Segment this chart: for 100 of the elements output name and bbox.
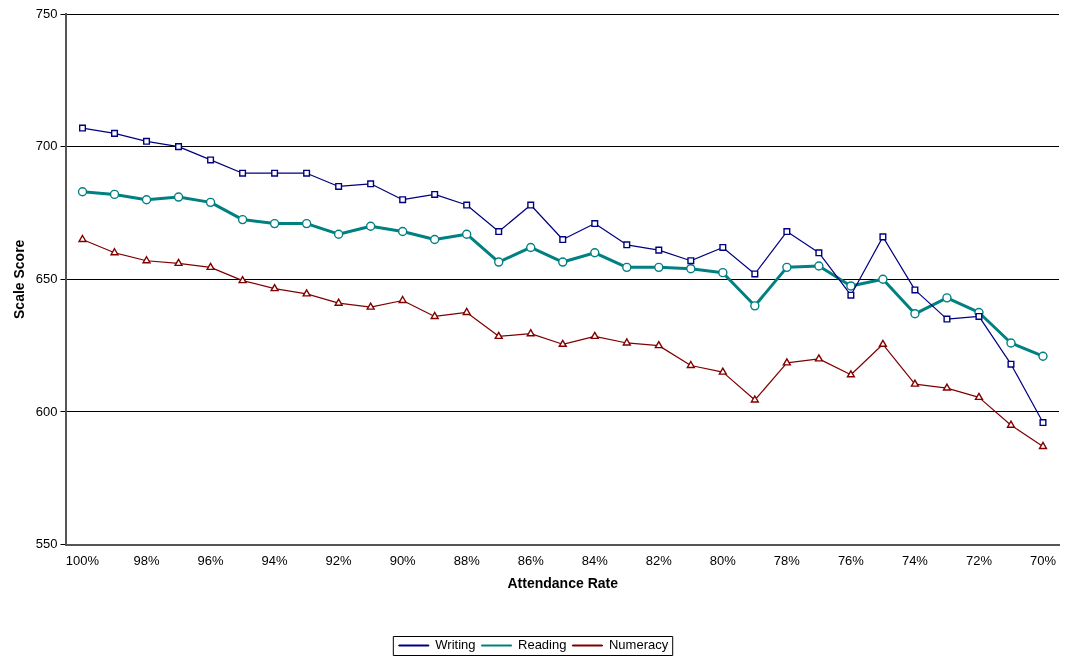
x-tick-label: 76% [837, 552, 865, 568]
point [878, 274, 888, 284]
point [237, 214, 248, 225]
point [654, 340, 663, 349]
point [367, 180, 375, 188]
x-axis-title: Attendance Rate [507, 575, 619, 592]
point [397, 226, 408, 237]
point [879, 233, 887, 241]
x-tick-label: 90% [389, 552, 417, 568]
point [910, 309, 920, 319]
x-tick-label: 78% [773, 552, 801, 568]
x-tick-label: 96% [197, 552, 225, 568]
point [974, 392, 984, 401]
point [398, 295, 407, 304]
point [750, 395, 760, 403]
point [366, 302, 375, 310]
point [815, 249, 823, 257]
x-tick-label: 88% [453, 552, 481, 568]
x-tick-label: 84% [581, 552, 609, 568]
legend-label: Numeracy [608, 637, 669, 653]
point [622, 338, 631, 346]
point [526, 328, 535, 337]
point [462, 307, 471, 316]
x-tick-label: 74% [901, 552, 929, 568]
point [942, 293, 952, 303]
point [751, 270, 759, 278]
point [143, 137, 151, 145]
point [559, 235, 567, 244]
point [175, 143, 183, 151]
legend-label: Writing [435, 637, 476, 653]
point [429, 234, 440, 245]
point [622, 262, 632, 273]
y-tick-label: 750 [35, 5, 58, 21]
point [269, 218, 280, 229]
point [207, 156, 215, 164]
point [686, 263, 696, 274]
point [431, 190, 439, 198]
point [141, 195, 152, 205]
point [558, 257, 568, 267]
point [302, 289, 311, 297]
point [591, 220, 599, 228]
point [783, 228, 791, 236]
point [911, 286, 919, 294]
point [718, 367, 727, 375]
point [654, 262, 664, 273]
point [334, 298, 343, 306]
point [430, 311, 439, 320]
x-tick-label: 70% [1029, 552, 1057, 568]
point [526, 242, 536, 253]
point [78, 234, 87, 243]
point [462, 229, 472, 239]
point [846, 281, 856, 291]
point [527, 201, 535, 209]
point [110, 248, 119, 256]
x-tick-label: 86% [517, 552, 545, 568]
point [782, 358, 792, 366]
point [205, 197, 216, 208]
point [590, 331, 599, 340]
point [77, 187, 88, 197]
point [335, 182, 343, 190]
x-tick-label: 80% [709, 552, 737, 568]
y-axis-title: Scale Score [11, 239, 28, 319]
point [814, 261, 824, 271]
x-tick-label: 72% [965, 552, 993, 568]
point [655, 246, 663, 254]
point [463, 201, 471, 209]
point [494, 257, 504, 267]
point [239, 169, 247, 177]
point [590, 248, 600, 258]
point [142, 256, 151, 264]
point [1006, 420, 1016, 428]
point [750, 301, 760, 311]
point [686, 360, 695, 369]
legend-label: Reading [518, 637, 567, 653]
x-tick-label: 92% [325, 552, 353, 568]
x-tick-label: 94% [261, 552, 289, 568]
y-tick-label: 550 [35, 536, 58, 552]
point [943, 315, 951, 323]
x-tick-label: 100% [65, 552, 100, 568]
point [718, 267, 728, 278]
y-tick-label: 650 [35, 270, 58, 286]
y-tick-label: 600 [35, 403, 58, 419]
point [399, 196, 407, 204]
point [365, 221, 376, 231]
x-tick-label: 82% [645, 552, 673, 568]
point [975, 312, 983, 320]
point [1039, 419, 1047, 427]
point [271, 169, 279, 177]
point [814, 354, 824, 362]
point [719, 243, 727, 251]
x-tick-label: 98% [133, 552, 160, 568]
point [495, 228, 503, 236]
point [942, 383, 952, 391]
point [1038, 441, 1048, 450]
point [1006, 338, 1016, 348]
point [206, 262, 215, 271]
point [333, 229, 344, 239]
point [1038, 351, 1048, 361]
point [78, 124, 87, 132]
point [1007, 360, 1015, 368]
